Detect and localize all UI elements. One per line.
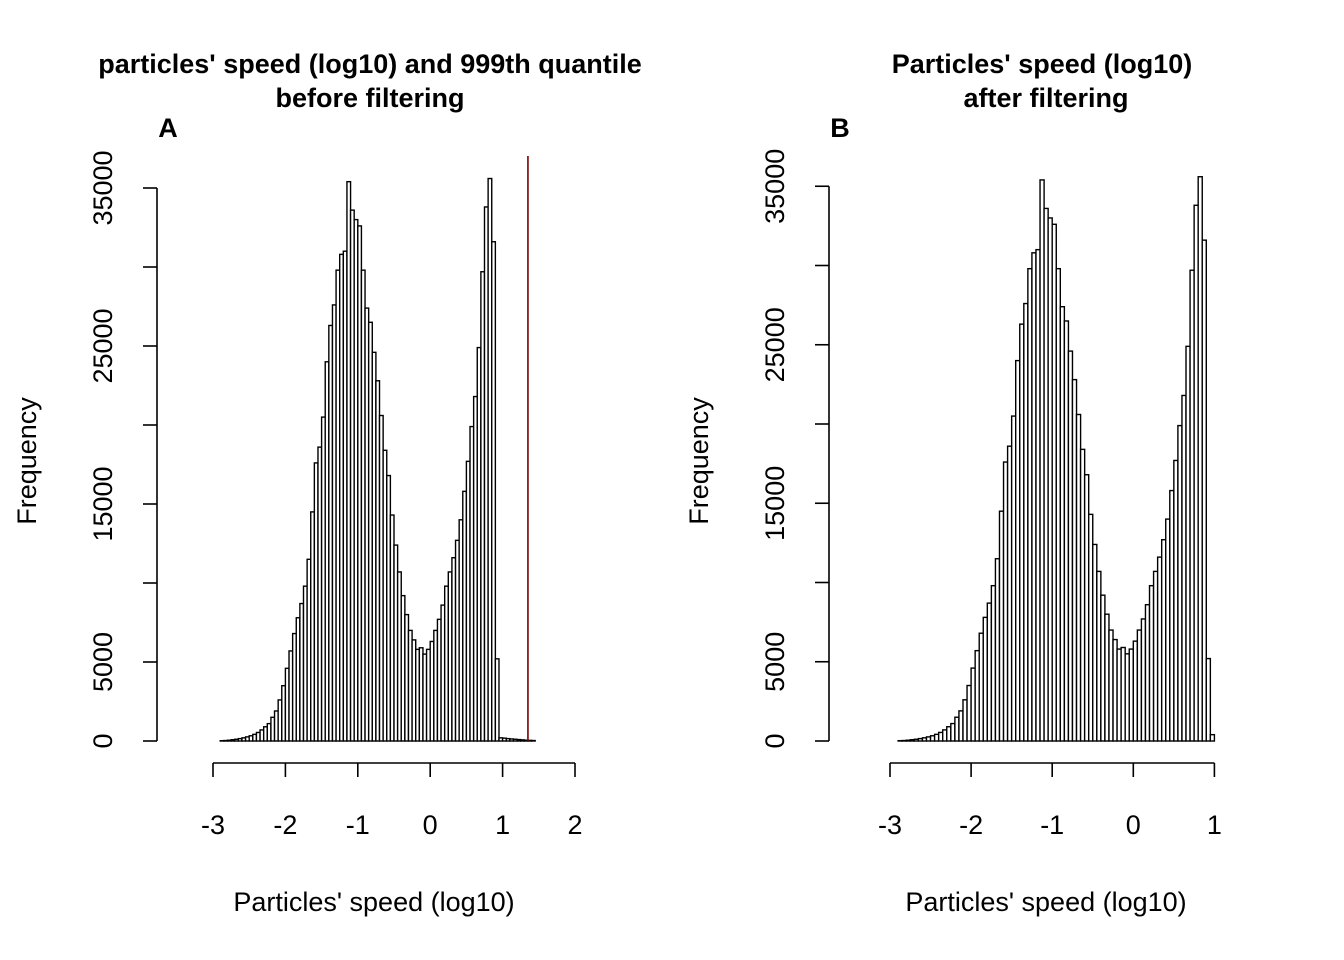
panel-b: Particles' speed (log10) after filtering… (684, 49, 1222, 917)
panel-b-y-axis-label: Frequency (684, 397, 714, 525)
panel-a-bar (494, 658, 500, 742)
panel-b-x-tick-label: 0 (1126, 810, 1141, 840)
panel-a-x-axis: -3 -2 -1 0 1 2 (201, 762, 583, 840)
panel-b-bars (897, 176, 1216, 742)
panel-a-x-tick-label: 0 (423, 810, 438, 840)
panel-b-y-tick-label: 15000 (760, 466, 790, 541)
panel-b-bar (1201, 239, 1207, 742)
panel-a-y-axis: 0 5000 15000 25000 35000 (88, 150, 158, 749)
panel-a-x-tick-label: 1 (495, 810, 510, 840)
panel-a-bars (219, 177, 536, 742)
panel-a-bar (491, 241, 497, 742)
panel-b-x-tick-label: -1 (1040, 810, 1064, 840)
panel-a-y-tick-label: 0 (88, 733, 118, 748)
panel-a-title-line2: before filtering (275, 83, 464, 113)
panel-b-bar (1209, 733, 1216, 742)
panel-a-x-tick-label: 2 (567, 810, 582, 840)
panel-a-title-line1: particles' speed (log10) and 999th quant… (98, 49, 642, 79)
panel-a-y-tick-label: 35000 (88, 150, 118, 225)
panel-a-label: A (158, 113, 178, 143)
panel-a-x-axis-label: Particles' speed (log10) (233, 887, 514, 917)
panel-a: particles' speed (log10) and 999th quant… (12, 49, 642, 917)
panel-a-y-tick-label: 5000 (88, 632, 118, 692)
panel-b-x-tick-label: -2 (959, 810, 983, 840)
panel-a-y-tick-label: 25000 (88, 308, 118, 383)
panel-a-y-axis-label: Frequency (12, 397, 42, 525)
panel-b-x-axis: -3 -2 -1 0 1 (878, 762, 1222, 840)
panel-b-y-axis: 0 5000 15000 25000 35000 (760, 149, 830, 749)
panel-a-y-tick-label: 15000 (88, 466, 118, 541)
panel-b-y-tick-label: 5000 (760, 632, 790, 692)
panel-b-y-tick-label: 0 (760, 733, 790, 748)
panel-b-title-line2: after filtering (963, 83, 1128, 113)
panel-b-x-tick-label: -3 (878, 810, 902, 840)
panel-b-y-tick-label: 35000 (760, 149, 790, 224)
panel-b-y-tick-label: 25000 (760, 307, 790, 382)
panel-b-label: B (830, 113, 850, 143)
panel-a-x-tick-label: -1 (346, 810, 370, 840)
panel-a-x-tick-label: -3 (201, 810, 225, 840)
panel-a-x-tick-label: -2 (273, 810, 297, 840)
panel-b-title-line1: Particles' speed (log10) (892, 49, 1193, 79)
panel-b-bar (1205, 657, 1212, 742)
panel-b-x-axis-label: Particles' speed (log10) (905, 887, 1186, 917)
panel-b-x-tick-label: 1 (1207, 810, 1222, 840)
